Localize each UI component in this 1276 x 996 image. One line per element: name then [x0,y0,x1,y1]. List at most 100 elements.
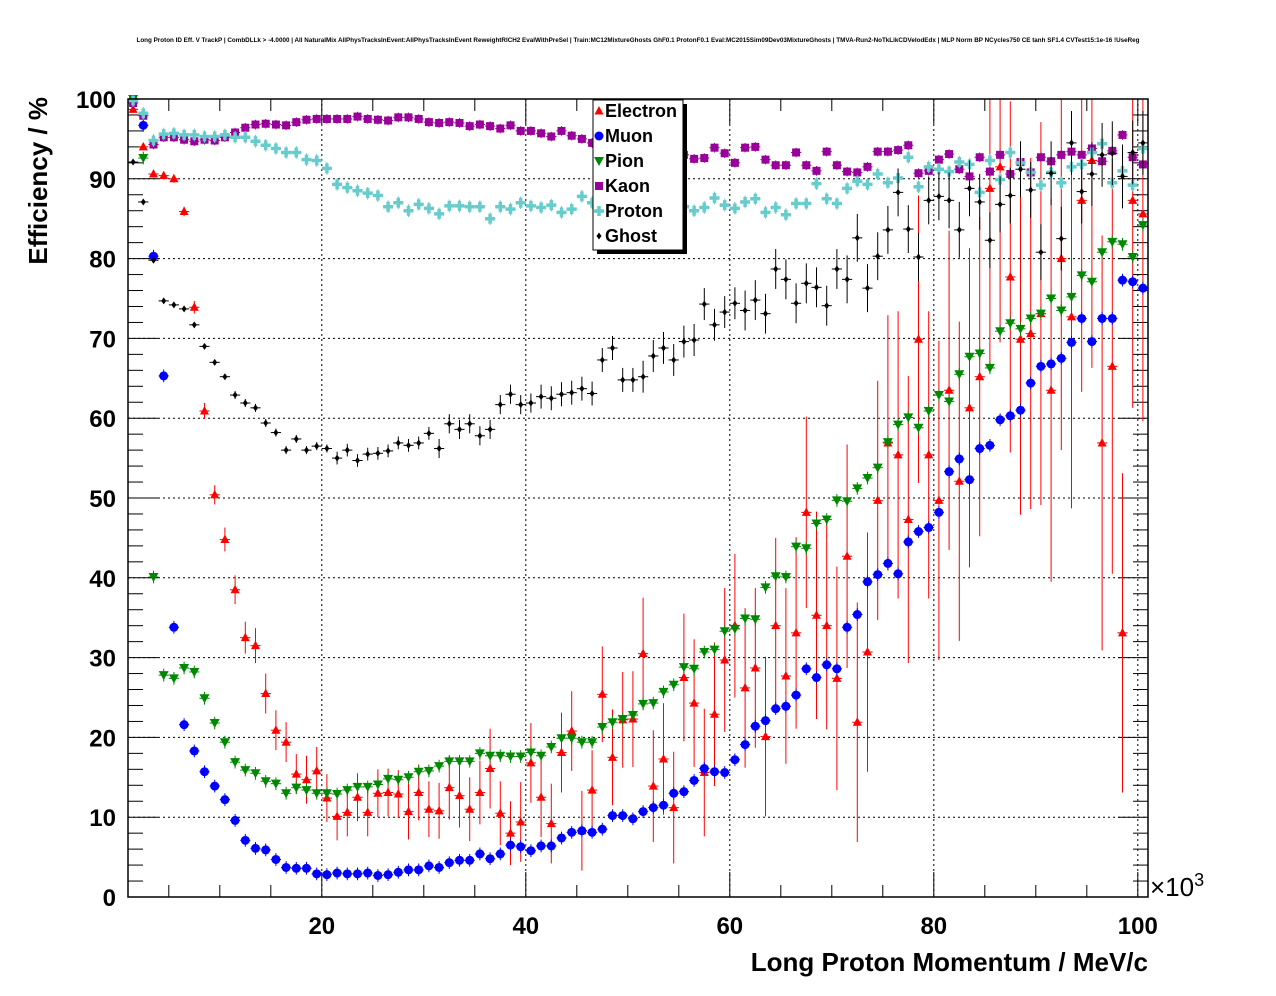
proton-point [240,130,251,144]
muon-marker [720,768,730,778]
ghost-marker [763,310,768,318]
muon-point [668,786,679,800]
ghost-point [342,443,353,457]
pion-point [984,361,995,375]
pion-point [842,494,853,508]
ghost-point [678,325,689,358]
muon-point [362,866,373,880]
kaon-point [515,126,526,136]
muon-marker [699,764,709,774]
muon-point [1107,312,1118,325]
muon-point [525,844,536,858]
kaon-point [1035,152,1046,163]
muon-marker [597,824,607,834]
ghost-marker [834,265,840,273]
pion-point [556,731,567,745]
ghost-marker [936,192,942,200]
electron-point [372,769,383,818]
proton-point [740,195,751,209]
ghost-point [158,297,169,305]
ghost-point [1066,110,1077,175]
muon-marker [914,527,923,537]
kaon-point [372,114,383,125]
pion-point [423,764,434,778]
pion-point [760,580,771,594]
electron-point [638,597,649,710]
ghost-marker [293,435,299,443]
pion-point [403,770,414,784]
ghost-point [729,287,740,320]
electron-marker [383,787,393,796]
electron-point [893,311,904,599]
pion-point [648,696,659,710]
kaon-point [291,117,302,127]
electron-marker [832,673,842,682]
pion-marker [709,645,720,655]
pion-marker [372,780,383,790]
kaon-point [301,114,312,125]
kaon-point [750,142,761,152]
proton-marker [199,131,210,142]
muon-marker [424,861,434,871]
pion-marker [831,496,842,506]
pion-point [546,740,557,754]
electron-marker [495,808,505,817]
muon-marker [1067,337,1076,347]
electron-marker [363,807,373,816]
electron-point [1046,198,1057,582]
muon-marker [710,767,719,777]
muon-marker [557,833,566,843]
legend-label: Muon [605,126,653,146]
ghost-marker [569,389,575,397]
kaon-marker [526,126,535,135]
kaon-marker [934,155,943,164]
pion-marker [168,674,179,684]
kaon-marker [506,121,515,130]
proton-marker [474,201,485,212]
proton-point [852,174,863,188]
electron-point [1086,99,1097,368]
ghost-marker [1018,165,1023,173]
muon-marker [822,660,832,670]
muon-marker [516,842,526,852]
pion-marker [301,786,312,796]
pion-marker [556,734,567,744]
pion-point [138,151,149,165]
electron-marker [689,698,699,707]
kaon-point [250,119,261,130]
pion-marker [260,777,271,787]
ghost-marker [181,305,187,313]
muon-point [831,662,842,676]
pion-point [179,661,190,675]
ghost-point [740,290,751,331]
proton-point [281,146,292,159]
muon-point [984,438,995,452]
ghost-marker [997,200,1003,208]
electron-marker [128,104,138,113]
pion-marker [872,463,883,473]
ghost-marker [793,299,799,307]
kaon-marker [1036,153,1045,162]
ghost-marker [1048,169,1054,177]
proton-point [250,134,261,148]
kaon-marker [690,154,699,163]
ghost-point [332,451,343,465]
muon-point [627,812,638,826]
ghost-marker [1079,188,1085,196]
ghost-point [546,386,557,411]
kaon-marker [741,143,750,152]
ghost-marker [854,234,860,242]
electron-marker [771,620,781,630]
muon-point [811,671,822,684]
ghost-point [525,393,536,413]
electron-marker [138,141,148,151]
ghost-point [321,444,332,453]
pion-point [944,395,955,408]
kaon-point [872,146,883,157]
proton-marker [240,132,251,143]
ghost-marker [701,300,707,308]
ghost-point [413,436,424,450]
kaon-marker [302,115,311,124]
kaon-point [944,149,955,159]
electron-point [668,751,679,864]
